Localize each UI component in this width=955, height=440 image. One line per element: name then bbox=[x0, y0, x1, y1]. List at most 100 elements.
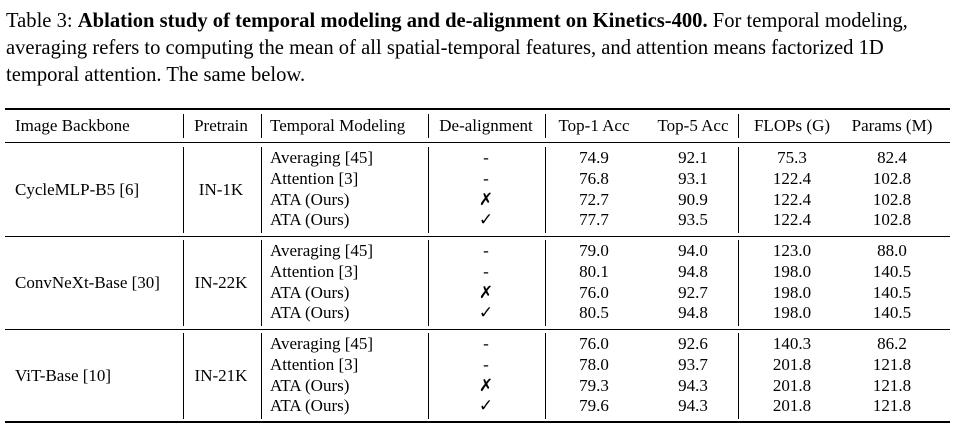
top5-cell: 94.8 bbox=[678, 303, 708, 323]
group-divider bbox=[738, 333, 739, 419]
group-divider bbox=[545, 240, 546, 326]
dealign-cell: ✓ bbox=[478, 396, 494, 416]
params-cell: 86.2 bbox=[877, 334, 907, 353]
flops-cell: 201.8 bbox=[772, 396, 812, 416]
header-divider bbox=[183, 114, 184, 138]
group-divider bbox=[261, 240, 262, 326]
top5-cell: 93.5 bbox=[678, 210, 708, 230]
params-cell: 140.5 bbox=[872, 303, 912, 323]
column-header: Image Backbone bbox=[15, 116, 130, 135]
params-cell: 102.8 bbox=[872, 210, 912, 230]
caption-bold-title: Ablation study of temporal modeling and … bbox=[77, 10, 708, 32]
modeling-cell: ATA (Ours) bbox=[270, 282, 350, 302]
column-header: De-alignment bbox=[439, 116, 533, 135]
group-divider bbox=[738, 147, 739, 233]
column-header: Top-5 Acc bbox=[657, 116, 729, 135]
top5-cell: 94.0 bbox=[678, 241, 708, 260]
params-cell: 140.5 bbox=[872, 261, 912, 281]
params-cell: 121.8 bbox=[872, 375, 912, 395]
modeling-cell: Averaging [45] bbox=[270, 148, 374, 167]
params-cell: 88.0 bbox=[877, 241, 907, 260]
group-divider bbox=[428, 240, 429, 326]
modeling-cell: Averaging [45] bbox=[270, 334, 374, 353]
group-divider bbox=[261, 147, 262, 233]
pretrain-cell: IN-22K bbox=[194, 273, 248, 292]
top1-cell: 80.5 bbox=[579, 303, 609, 323]
caption-text-3: means factorized 1D temporal attention. … bbox=[6, 37, 884, 86]
dealign-cell: - bbox=[483, 168, 489, 188]
dealign-cell: - bbox=[483, 148, 489, 167]
top5-cell: 90.9 bbox=[678, 189, 708, 209]
dealign-cell: ✗ bbox=[478, 189, 494, 209]
group-divider bbox=[428, 147, 429, 233]
caption-label: Table 3: bbox=[6, 10, 73, 32]
modeling-cell: ATA (Ours) bbox=[270, 303, 350, 323]
params-cell: 82.4 bbox=[877, 148, 907, 167]
top1-cell: 74.9 bbox=[579, 148, 609, 167]
modeling-cell: Averaging [45] bbox=[270, 241, 374, 260]
modeling-cell: Attention [3] bbox=[270, 354, 359, 374]
dealign-cell: ✓ bbox=[478, 210, 494, 230]
group-divider bbox=[545, 147, 546, 233]
pretrain-cell: IN-1K bbox=[198, 180, 244, 199]
params-cell: 102.8 bbox=[872, 168, 912, 188]
top1-cell: 79.6 bbox=[579, 396, 609, 416]
modeling-cell: ATA (Ours) bbox=[270, 210, 350, 230]
modeling-cell: Attention [3] bbox=[270, 261, 359, 281]
top1-cell: 79.0 bbox=[579, 241, 609, 260]
flops-cell: 122.4 bbox=[772, 189, 812, 209]
flops-cell: 122.4 bbox=[772, 210, 812, 230]
caption-text-2: modeling, averaging refers to computing … bbox=[6, 10, 908, 59]
modeling-cell: ATA (Ours) bbox=[270, 189, 350, 209]
top1-cell: 79.3 bbox=[579, 375, 609, 395]
column-header: Pretrain bbox=[194, 116, 248, 135]
top1-cell: 76.8 bbox=[579, 168, 609, 188]
flops-cell: 198.0 bbox=[772, 261, 812, 281]
header-divider bbox=[428, 114, 429, 138]
flops-cell: 198.0 bbox=[772, 282, 812, 302]
pretrain-cell: IN-21K bbox=[194, 366, 248, 385]
flops-cell: 123.0 bbox=[772, 241, 812, 260]
dealign-cell: ✓ bbox=[478, 303, 494, 323]
header-divider bbox=[738, 114, 739, 138]
group-divider bbox=[738, 240, 739, 326]
flops-cell: 201.8 bbox=[772, 354, 812, 374]
top1-cell: 77.7 bbox=[579, 210, 609, 230]
group-divider bbox=[183, 240, 184, 326]
group-separator-rule bbox=[5, 236, 950, 237]
table-top-rule bbox=[5, 108, 950, 110]
column-header: Temporal Modeling bbox=[270, 116, 406, 135]
top5-cell: 94.8 bbox=[678, 261, 708, 281]
dealign-cell: ✗ bbox=[478, 375, 494, 395]
table-bottom-rule bbox=[5, 421, 950, 423]
caption-text-1: For temporal bbox=[712, 10, 820, 32]
header-divider bbox=[261, 114, 262, 138]
top1-cell: 80.1 bbox=[579, 261, 609, 281]
column-header: FLOPs (G) bbox=[753, 116, 831, 135]
table-caption: Table 3: Ablation study of temporal mode… bbox=[6, 8, 952, 89]
params-cell: 140.5 bbox=[872, 282, 912, 302]
group-divider bbox=[545, 333, 546, 419]
top1-cell: 76.0 bbox=[579, 334, 609, 353]
top5-cell: 93.7 bbox=[678, 354, 708, 374]
dealign-cell: - bbox=[483, 334, 489, 353]
top5-cell: 92.1 bbox=[678, 148, 708, 167]
column-header: Params (M) bbox=[851, 116, 933, 135]
flops-cell: 201.8 bbox=[772, 375, 812, 395]
dealign-cell: - bbox=[483, 261, 489, 281]
column-header: Top-1 Acc bbox=[558, 116, 630, 135]
flops-cell: 75.3 bbox=[777, 148, 807, 167]
top5-cell: 93.1 bbox=[678, 168, 708, 188]
modeling-cell: ATA (Ours) bbox=[270, 375, 350, 395]
top5-cell: 92.6 bbox=[678, 334, 708, 353]
modeling-cell: ATA (Ours) bbox=[270, 396, 350, 416]
group-divider bbox=[428, 333, 429, 419]
dealign-cell: - bbox=[483, 354, 489, 374]
params-cell: 121.8 bbox=[872, 396, 912, 416]
group-separator-rule bbox=[5, 329, 950, 330]
dealign-cell: ✗ bbox=[478, 282, 494, 302]
backbone-cell: ConvNeXt-Base [30] bbox=[15, 273, 160, 292]
group-divider bbox=[183, 333, 184, 419]
params-cell: 121.8 bbox=[872, 354, 912, 374]
modeling-cell: Attention [3] bbox=[270, 168, 359, 188]
